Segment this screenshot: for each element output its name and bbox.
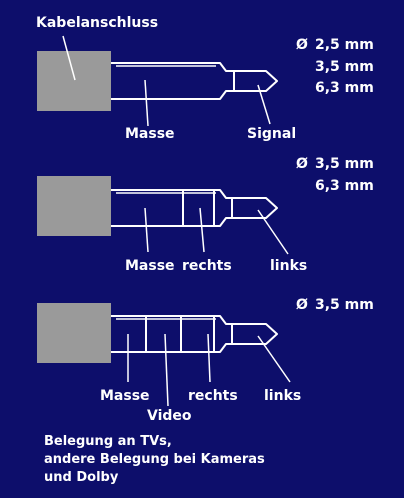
plug-outline [111, 189, 278, 227]
jack-av: Masse Video rechts links Ø 3,5 mm [37, 297, 374, 424]
right-channel-label: rechts [188, 388, 238, 404]
left-channel-label: links [270, 258, 307, 274]
jack-stereo: Masse rechts links Ø 3,5 mm 6,3 mm [37, 156, 374, 274]
diameter-symbol: Ø [296, 37, 308, 53]
plug-outline [111, 62, 278, 100]
leader-line [164, 333, 169, 407]
size-label: 6,3 mm [315, 178, 374, 194]
leader-line [207, 333, 211, 383]
plug-outline [111, 315, 278, 353]
leader-line [199, 207, 205, 253]
signal-label: Signal [247, 126, 296, 142]
ground-label: Masse [125, 126, 175, 142]
plug-housing [37, 51, 111, 111]
diameter-symbol: Ø [296, 297, 308, 313]
video-label: Video [147, 408, 192, 424]
ground-label: Masse [100, 388, 150, 404]
footnote-line: Belegung an TVs, [44, 434, 172, 449]
left-channel-label: links [264, 388, 301, 404]
plug-housing [37, 176, 111, 236]
leader-line [257, 335, 291, 383]
size-label: 6,3 mm [315, 80, 374, 96]
leader-line [257, 209, 289, 255]
size-label: 3,5 mm [315, 297, 374, 313]
size-label: 2,5 mm [315, 37, 374, 53]
jack-mono: Kabelanschluss Masse Signal Ø 2,5 mm 3,5… [36, 15, 374, 142]
cable-label: Kabelanschluss [36, 15, 158, 31]
leader-line [62, 35, 76, 81]
size-label: 3,5 mm [315, 59, 374, 75]
footnote-line: und Dolby [44, 470, 119, 485]
right-channel-label: rechts [182, 258, 232, 274]
footnote-line: andere Belegung bei Kameras [44, 452, 265, 467]
footnote: Belegung an TVs, andere Belegung bei Kam… [44, 434, 265, 485]
diameter-symbol: Ø [296, 156, 308, 172]
leader-line [144, 207, 149, 253]
ground-label: Masse [125, 258, 175, 274]
leader-line [257, 84, 271, 125]
size-label: 3,5 mm [315, 156, 374, 172]
plug-housing [37, 303, 111, 363]
leader-line [144, 79, 149, 127]
